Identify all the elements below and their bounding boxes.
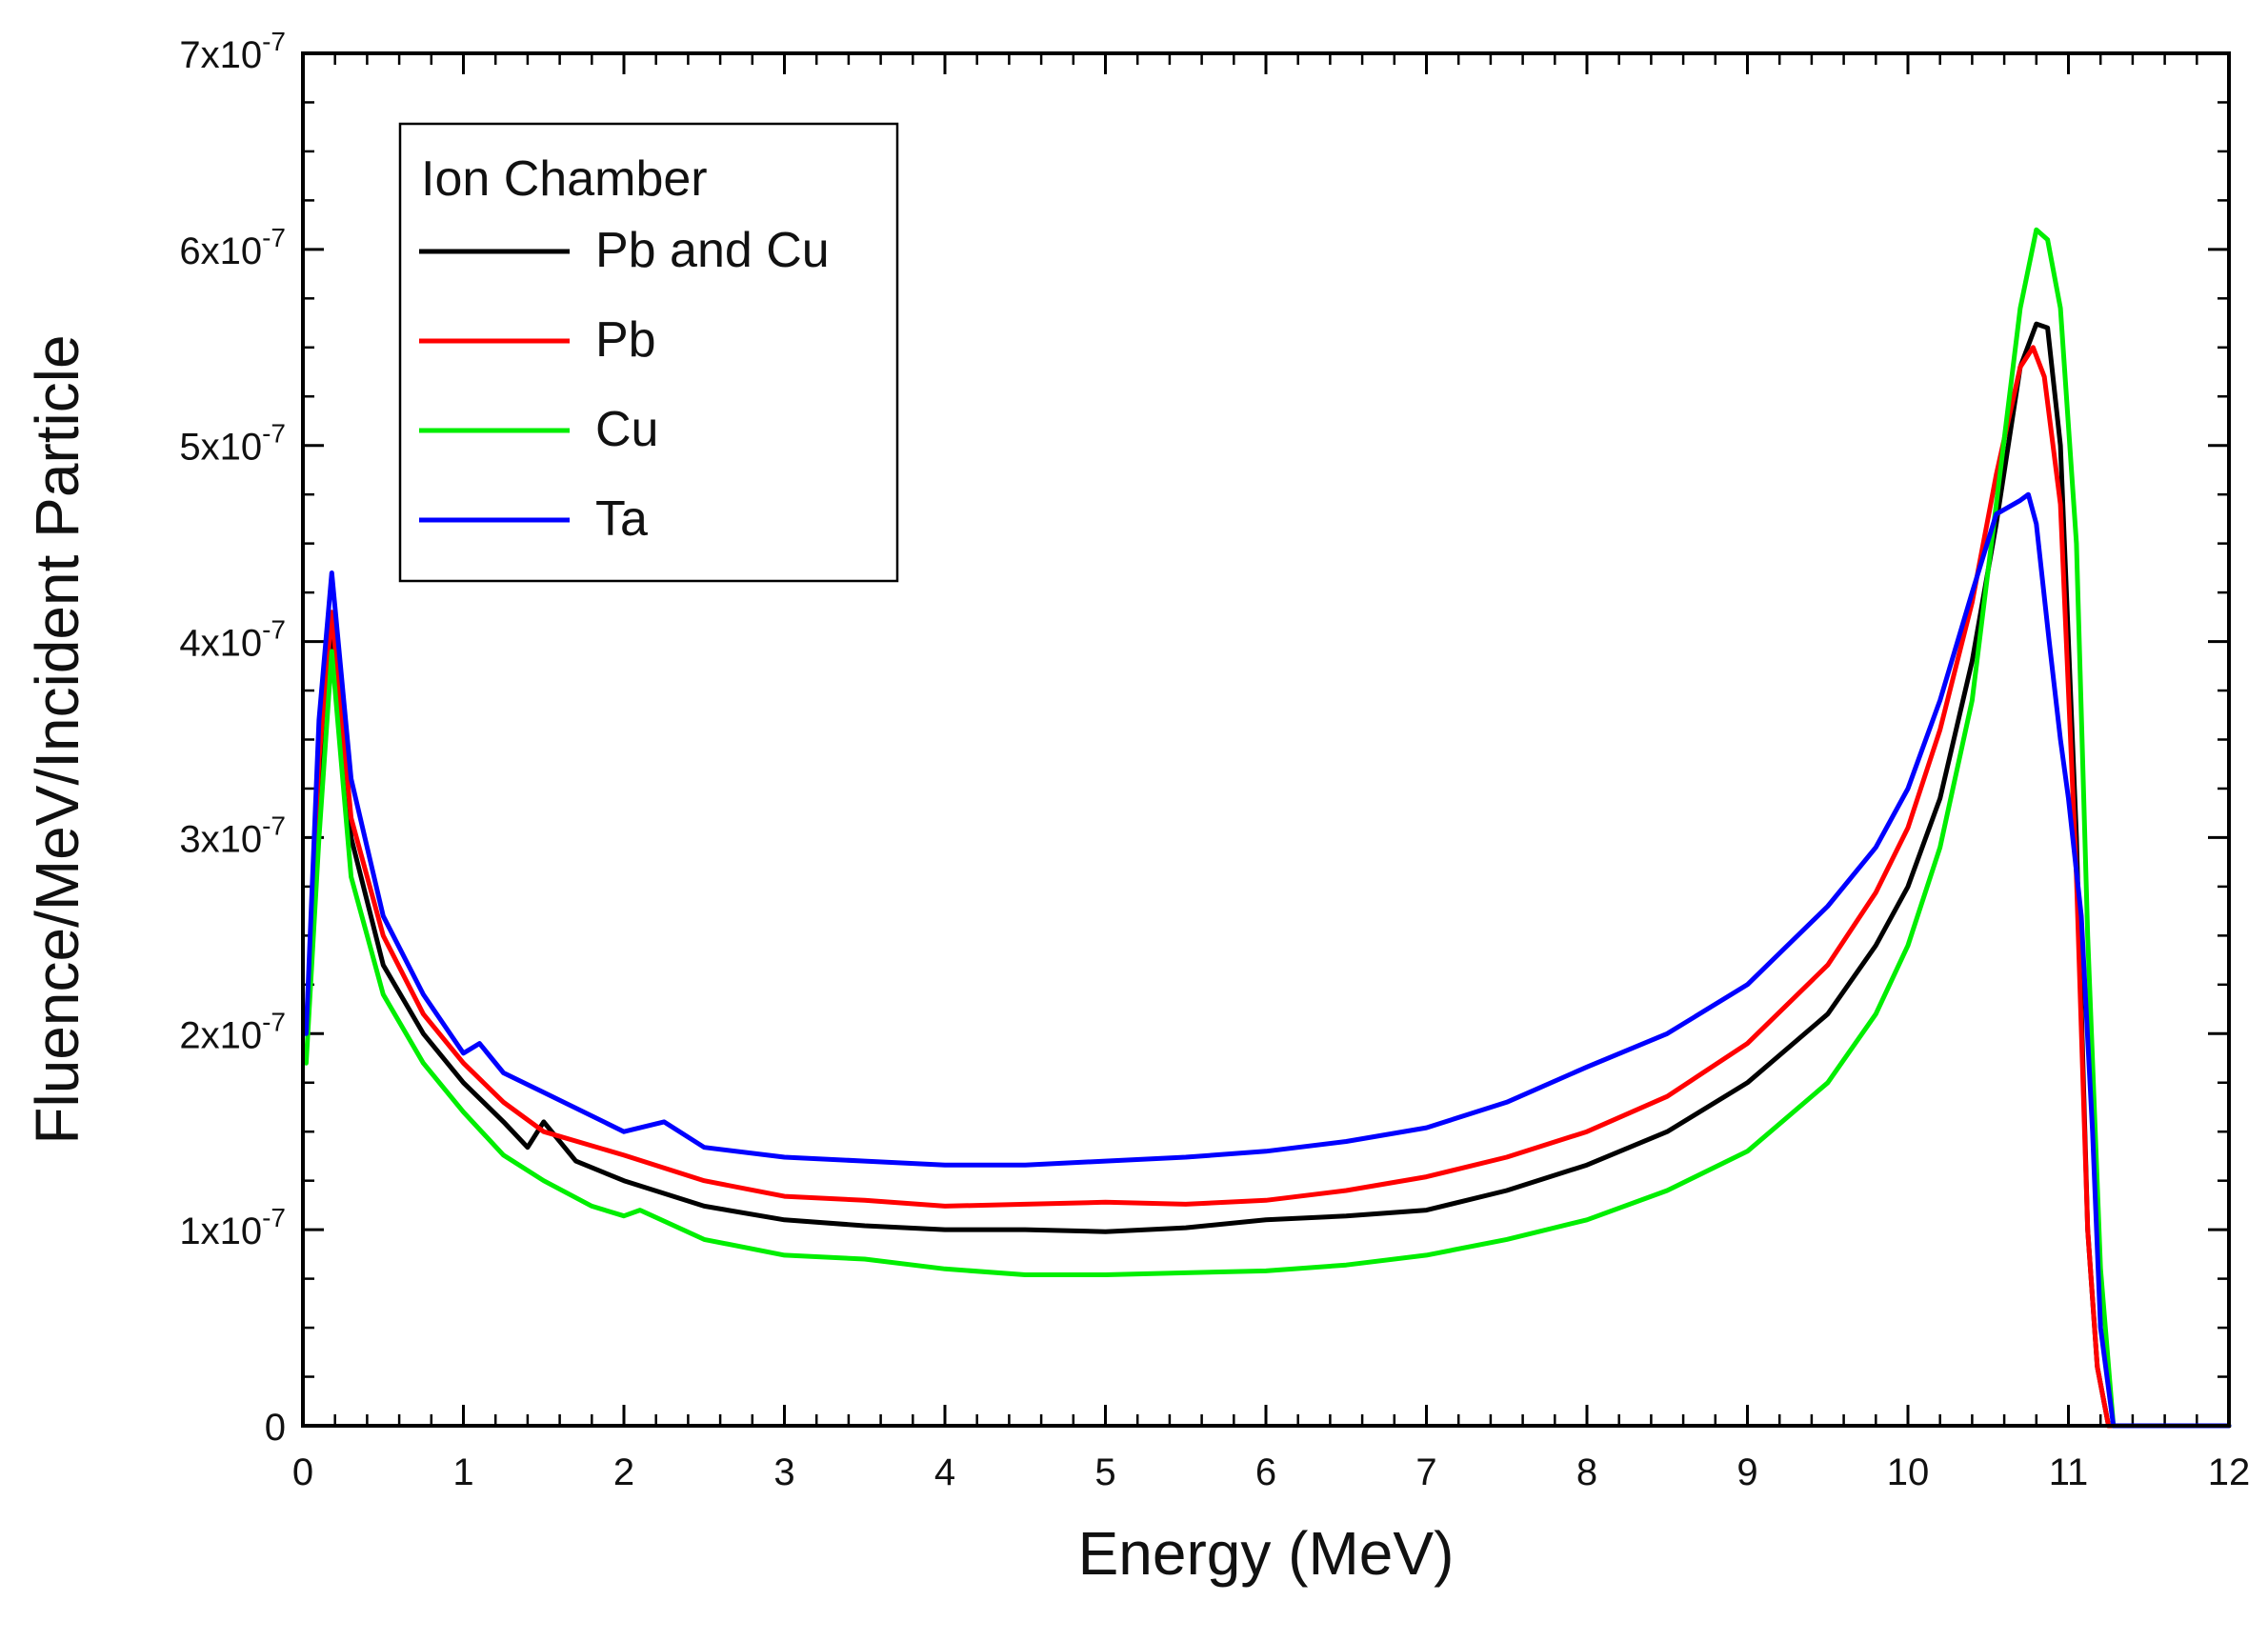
y-axis-title: Fluence/MeV/Incident Particle <box>23 334 91 1144</box>
series-line-pb-and-cu <box>303 321 2232 1429</box>
series-line-cu <box>303 227 2232 1429</box>
plot-frame <box>301 51 2231 1428</box>
legend-title: Ion Chamber <box>421 151 708 207</box>
series-lines <box>303 227 2232 1429</box>
x-tick-label: 5 <box>1094 1451 1115 1493</box>
y-tick-label: 6x10-7 <box>179 223 286 272</box>
x-tick-label: 1 <box>452 1451 473 1493</box>
x-tick-label: 10 <box>1887 1451 1930 1493</box>
y-tick-label: 1x10-7 <box>179 1203 286 1252</box>
x-tick-label: 0 <box>292 1451 313 1493</box>
x-tick-label: 4 <box>934 1451 955 1493</box>
x-axis-title: Energy (MeV) <box>1078 1519 1455 1588</box>
series-line-ta <box>303 491 2232 1429</box>
y-tick-label: 4x10-7 <box>179 615 286 665</box>
legend-box <box>398 122 899 583</box>
x-tick-label: 3 <box>773 1451 794 1493</box>
x-tick-label: 7 <box>1415 1451 1436 1493</box>
x-tick-label: 8 <box>1576 1451 1597 1493</box>
y-tick-label: 7x10-7 <box>179 27 286 76</box>
legend-label: Pb <box>595 312 656 368</box>
legend-label: Pb and Cu <box>595 223 830 278</box>
legend: Ion Chamber Pb and Cu Pb Cu Ta <box>398 122 899 583</box>
y-tick-label: 3x10-7 <box>179 810 286 860</box>
x-tick-label: 12 <box>2208 1451 2251 1493</box>
y-tick-label: 0 <box>265 1407 286 1449</box>
legend-label: Ta <box>595 491 648 547</box>
series-line-pb <box>303 345 2232 1429</box>
x-tick-label: 6 <box>1255 1451 1276 1493</box>
y-tick-label: 2x10-7 <box>179 1007 286 1056</box>
x-tick-label: 11 <box>2049 1451 2089 1493</box>
x-tick-label: 2 <box>613 1451 634 1493</box>
x-tick-label: 9 <box>1736 1451 1757 1493</box>
legend-label: Cu <box>595 402 658 457</box>
y-tick-label: 5x10-7 <box>179 419 286 469</box>
